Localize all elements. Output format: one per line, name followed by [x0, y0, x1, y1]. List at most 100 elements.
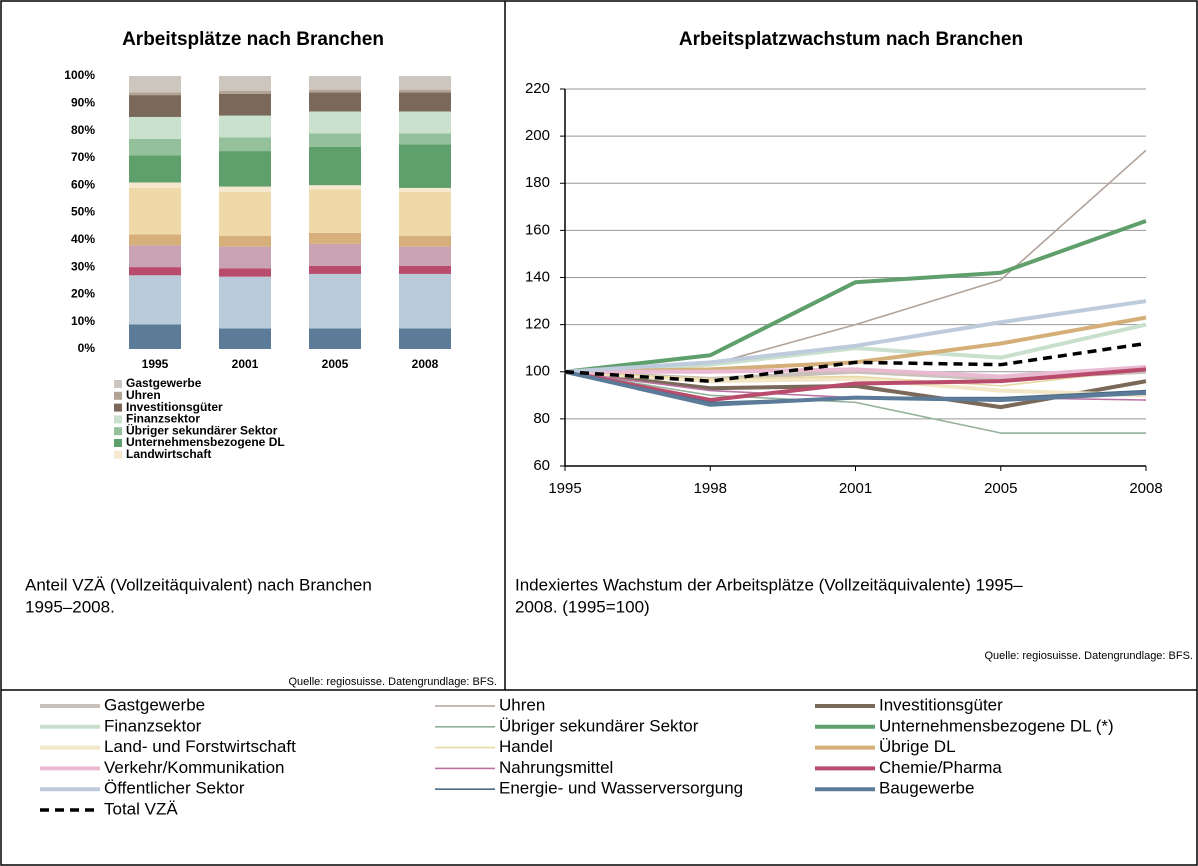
y-tick-label: 80 — [533, 410, 550, 427]
bar-segment — [309, 265, 361, 274]
line-series — [564, 369, 1147, 407]
legend-label: Investitionsgüter — [879, 695, 1003, 714]
bar-segment — [399, 246, 451, 266]
bar-segment — [219, 186, 271, 193]
legend-swatch — [114, 427, 122, 436]
y-tick-label: 40% — [71, 232, 95, 246]
y-tick-label: 100 — [525, 363, 550, 380]
bar-segment — [219, 91, 271, 94]
bar-segment — [399, 144, 451, 188]
y-tick-label: 80% — [71, 123, 95, 137]
chart-title: Arbeitsplätze nach Branchen — [122, 29, 384, 50]
bar-segment — [399, 273, 451, 329]
bar-segment — [129, 275, 181, 325]
caption: 2008. (1995=100) — [515, 597, 650, 616]
bar-segment — [219, 246, 271, 269]
bar-segment — [129, 245, 181, 268]
legend-label: Uhren — [126, 388, 161, 402]
legend-label: Landwirtschaft — [126, 447, 211, 461]
bar-segment — [219, 328, 271, 349]
legend-label: Uhren — [499, 695, 545, 714]
legend-swatch — [114, 415, 122, 424]
y-tick-label: 60% — [71, 177, 95, 191]
x-tick-label: 2005 — [322, 357, 349, 371]
bar-segment — [129, 138, 181, 156]
x-tick-label: 1998 — [694, 480, 727, 497]
bar-segment — [309, 189, 361, 233]
x-tick-label: 2001 — [839, 480, 872, 497]
bar-segment — [399, 265, 451, 274]
bar-segment — [399, 187, 451, 193]
bar-segment — [219, 268, 271, 277]
y-tick-label: 120 — [525, 316, 550, 333]
y-tick-label: 220 — [525, 80, 550, 97]
y-tick-label: 90% — [71, 95, 95, 109]
bar-segment — [129, 116, 181, 139]
line-series — [564, 341, 1147, 383]
legend-label: Unternehmensbezogene DL — [126, 435, 285, 449]
y-tick-label: 200 — [525, 127, 550, 144]
source: Quelle: regiosuisse. Datengrundlage: BFS… — [288, 676, 497, 688]
bar-segment — [399, 235, 451, 247]
legend-label: Total VZÄ — [104, 799, 178, 818]
bar-segment — [219, 192, 271, 236]
bar-segment — [399, 89, 451, 93]
legend-label: Baugewerbe — [879, 779, 974, 798]
caption: 1995–2008. — [25, 597, 115, 616]
legend-label: Chemie/Pharma — [879, 758, 1002, 777]
source: Quelle: regiosuisse. Datengrundlage: BFS… — [984, 650, 1193, 662]
bar-segment — [399, 92, 451, 112]
bar-segment — [309, 146, 361, 186]
y-tick-label: 60 — [533, 457, 550, 474]
legend-label: Energie- und Wasserversorgung — [499, 779, 743, 798]
bar-segment — [399, 328, 451, 349]
bar-segment — [309, 185, 361, 190]
bar-segment — [309, 89, 361, 93]
bar-segment — [309, 111, 361, 134]
y-tick-label: 20% — [71, 287, 95, 301]
legend-label: Übrige DL — [879, 737, 956, 756]
bar-segment — [309, 328, 361, 349]
bar-segment — [219, 276, 271, 329]
x-tick-label: 1995 — [548, 480, 581, 497]
bar-segment — [129, 92, 181, 96]
x-tick-label: 2008 — [1129, 480, 1162, 497]
x-tick-label: 2001 — [232, 357, 259, 371]
legend-swatch — [114, 450, 122, 459]
y-tick-label: 100% — [64, 68, 95, 82]
caption: Anteil VZÄ (Vollzeitäquivalent) nach Bra… — [25, 575, 372, 594]
legend-label: Land- und Forstwirtschaft — [104, 737, 296, 756]
legend-swatch — [114, 403, 122, 412]
y-tick-label: 30% — [71, 259, 95, 273]
legend-label: Gastgewerbe — [126, 376, 202, 390]
bar-segment — [399, 76, 451, 90]
bar-segment — [129, 95, 181, 117]
legend-label: Verkehr/Kommunikation — [104, 758, 284, 777]
line-series — [564, 299, 1147, 374]
y-tick-label: 50% — [71, 205, 95, 219]
y-tick-label: 160 — [525, 221, 550, 238]
y-tick-label: 10% — [71, 314, 95, 328]
line-series — [564, 370, 1146, 434]
bar-segment — [309, 133, 361, 147]
legend-label: Handel — [499, 737, 553, 756]
legend-label: Nahrungsmittel — [499, 758, 613, 777]
bar-segment — [129, 267, 181, 276]
y-tick-label: 0% — [78, 341, 96, 355]
bar-segment — [309, 76, 361, 90]
legend-label: Finanzsektor — [126, 412, 200, 426]
bar-segment — [129, 187, 181, 235]
legend-label: Finanzsektor — [104, 716, 202, 735]
legend-label: Investitionsgüter — [126, 400, 223, 414]
bar-segment — [309, 92, 361, 112]
bar-segment — [399, 133, 451, 145]
bar-segment — [219, 76, 271, 92]
y-tick-label: 70% — [71, 150, 95, 164]
y-tick-label: 140 — [525, 268, 550, 285]
legend-label: Öffentlicher Sektor — [104, 779, 245, 798]
bar-segment — [219, 93, 271, 116]
legend-label: Gastgewerbe — [104, 695, 205, 714]
